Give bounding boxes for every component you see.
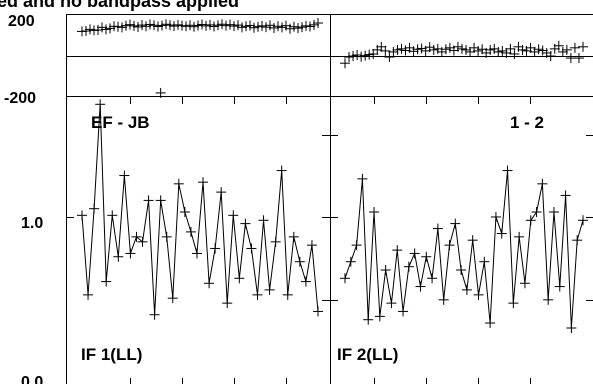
series-if2-amplitude bbox=[340, 165, 588, 333]
series-if1-amplitude bbox=[77, 99, 323, 320]
amp-tick-zero: 0.0 bbox=[21, 374, 43, 384]
panel-frame-if1 bbox=[66, 14, 331, 384]
axis-ticks bbox=[66, 14, 593, 384]
phase-tick-max: 200 bbox=[8, 13, 35, 30]
if2-label: IF 2(LL) bbox=[337, 345, 398, 364]
series-if1-phase bbox=[77, 18, 323, 98]
baseline-corner-label: 1 - 2 bbox=[510, 113, 544, 132]
if1-amplitude-line bbox=[81, 104, 319, 315]
chart-title: ed and no bandpass applied bbox=[0, 0, 239, 11]
baseline-label: EF - JB bbox=[91, 113, 150, 132]
if1-label: IF 1(LL) bbox=[81, 345, 142, 364]
panel-frame-if2 bbox=[330, 14, 593, 384]
plot-frames bbox=[66, 14, 593, 384]
if2-amplitude-line bbox=[344, 170, 584, 329]
phase-tick-min: -200 bbox=[4, 90, 36, 107]
amp-tick-mid: 1.0 bbox=[21, 215, 43, 232]
series-if2-phase bbox=[340, 40, 588, 69]
